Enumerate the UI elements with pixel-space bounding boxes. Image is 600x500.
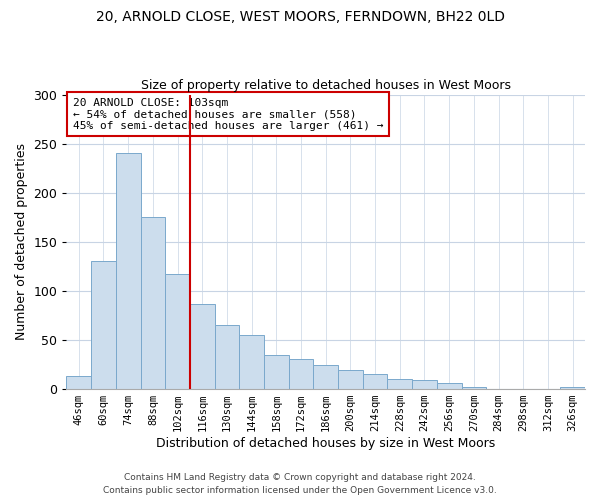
Bar [363,374,388,389]
Bar [67,376,91,389]
Bar [560,387,585,389]
Bar [388,380,412,389]
Bar [264,354,289,389]
Bar [239,335,264,389]
Text: 20 ARNOLD CLOSE: 103sqm
← 54% of detached houses are smaller (558)
45% of semi-d: 20 ARNOLD CLOSE: 103sqm ← 54% of detache… [73,98,383,130]
Bar [165,274,190,389]
Bar [338,370,363,389]
Title: Size of property relative to detached houses in West Moors: Size of property relative to detached ho… [141,79,511,92]
Bar [140,218,165,389]
Bar [116,154,140,389]
Bar [91,262,116,389]
Bar [412,380,437,389]
Bar [289,358,313,389]
X-axis label: Distribution of detached houses by size in West Moors: Distribution of detached houses by size … [156,437,496,450]
Bar [190,304,215,389]
Text: Contains HM Land Registry data © Crown copyright and database right 2024.
Contai: Contains HM Land Registry data © Crown c… [103,474,497,495]
Y-axis label: Number of detached properties: Number of detached properties [15,144,28,340]
Bar [215,326,239,389]
Text: 20, ARNOLD CLOSE, WEST MOORS, FERNDOWN, BH22 0LD: 20, ARNOLD CLOSE, WEST MOORS, FERNDOWN, … [95,10,505,24]
Bar [437,383,461,389]
Bar [313,364,338,389]
Bar [461,387,486,389]
